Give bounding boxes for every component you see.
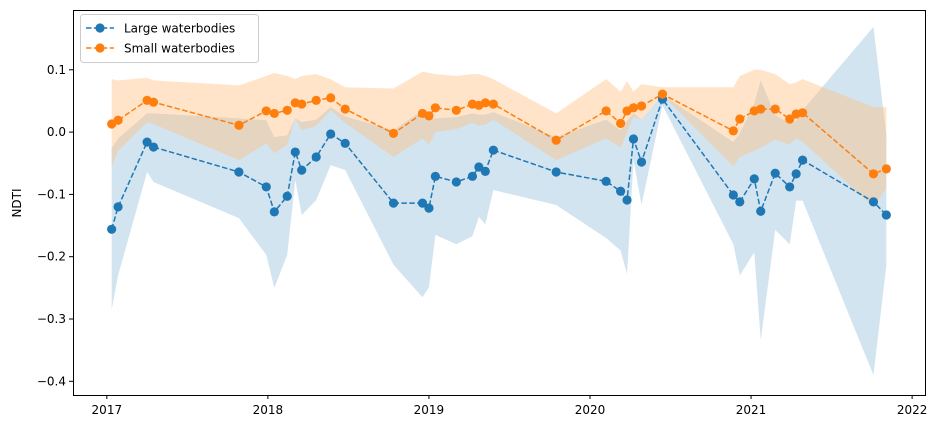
data-point (297, 165, 307, 175)
data-point (451, 105, 461, 115)
data-point (474, 162, 484, 172)
data-point (451, 177, 461, 187)
y-axis: 0.1 0.0 −0.1 −0.2 −0.3 −0.4 (37, 63, 73, 388)
data-point (785, 182, 795, 192)
y-tick-label: −0.2 (37, 250, 66, 264)
y-tick-label: −0.3 (37, 312, 66, 326)
data-point (269, 108, 279, 119)
data-point (615, 186, 626, 196)
data-point (770, 168, 780, 178)
legend-item: Large waterbodies (86, 22, 235, 36)
legend-label: Small waterbodies (124, 42, 235, 56)
data-point (735, 114, 745, 124)
data-point (615, 118, 626, 128)
data-point (628, 134, 639, 144)
data-point (756, 104, 766, 114)
legend-marker-icon (95, 23, 105, 33)
data-point (467, 171, 478, 181)
data-point (148, 97, 159, 107)
x-tick-label: 2021 (736, 403, 767, 417)
x-axis: 2017 2018 2019 2020 2021 2022 (92, 395, 928, 417)
x-tick-label: 2019 (414, 403, 445, 417)
x-tick-label: 2018 (253, 403, 284, 417)
data-point (290, 147, 300, 157)
data-point (424, 111, 434, 121)
y-tick-label: 0.0 (47, 125, 66, 139)
legend-label: Large waterbodies (124, 22, 235, 36)
data-point (636, 157, 647, 167)
y-tick-label: −0.4 (37, 374, 66, 388)
band-large-waterbodies (111, 26, 887, 376)
data-point (261, 182, 271, 192)
data-point (282, 191, 292, 201)
data-point (657, 89, 668, 99)
data-point (797, 108, 808, 118)
data-point (234, 167, 244, 177)
data-point (551, 135, 561, 145)
x-tick-label: 2017 (92, 403, 123, 417)
data-point (282, 105, 292, 115)
data-point (113, 202, 123, 212)
data-point (622, 195, 632, 205)
data-point (797, 155, 808, 165)
confidence-bands (111, 26, 887, 376)
data-point (480, 98, 490, 108)
x-tick-label: 2020 (575, 403, 606, 417)
data-point (234, 120, 244, 130)
data-point (430, 103, 440, 113)
data-point (601, 106, 611, 116)
data-point (636, 101, 647, 111)
data-point (488, 99, 498, 109)
data-point (261, 106, 271, 116)
data-point (785, 114, 795, 124)
data-point (628, 103, 639, 113)
y-axis-label: NDTI (10, 188, 24, 217)
legend: Large waterbodies Small waterbodies (80, 14, 259, 63)
data-point (488, 145, 498, 155)
data-point (269, 207, 279, 217)
y-tick-label: 0.1 (47, 63, 66, 77)
data-point (388, 198, 399, 208)
data-point (340, 104, 350, 114)
data-point (868, 169, 879, 179)
data-point (749, 174, 759, 184)
data-point (480, 166, 490, 176)
x-tick-label: 2022 (897, 403, 928, 417)
data-point (881, 164, 891, 174)
data-point (388, 128, 399, 138)
y-tick-label: −0.1 (37, 187, 66, 201)
series-large-waterbodies (107, 94, 891, 234)
data-point (107, 224, 117, 234)
data-point (756, 206, 766, 216)
plot-frame (73, 10, 926, 396)
data-point (326, 129, 336, 139)
data-point (142, 137, 152, 147)
data-point (868, 197, 879, 207)
data-point (311, 95, 321, 105)
data-point (297, 99, 307, 109)
data-point (340, 138, 350, 148)
data-point (791, 169, 801, 179)
data-point (311, 152, 321, 162)
data-point (424, 203, 434, 213)
data-point (728, 126, 738, 136)
series-lines (107, 89, 891, 234)
data-point (551, 167, 561, 177)
data-point (770, 104, 780, 114)
data-point (735, 197, 745, 207)
data-point (113, 115, 123, 125)
data-point (881, 210, 891, 220)
legend-marker-icon (95, 43, 105, 53)
data-point (601, 176, 611, 186)
data-point (417, 198, 428, 208)
series-small-waterbodies (107, 89, 891, 179)
data-point (326, 93, 336, 103)
data-point (148, 142, 159, 152)
legend-item: Small waterbodies (86, 42, 235, 56)
data-point (430, 171, 440, 181)
data-point (728, 190, 738, 200)
legend-box (80, 14, 259, 63)
